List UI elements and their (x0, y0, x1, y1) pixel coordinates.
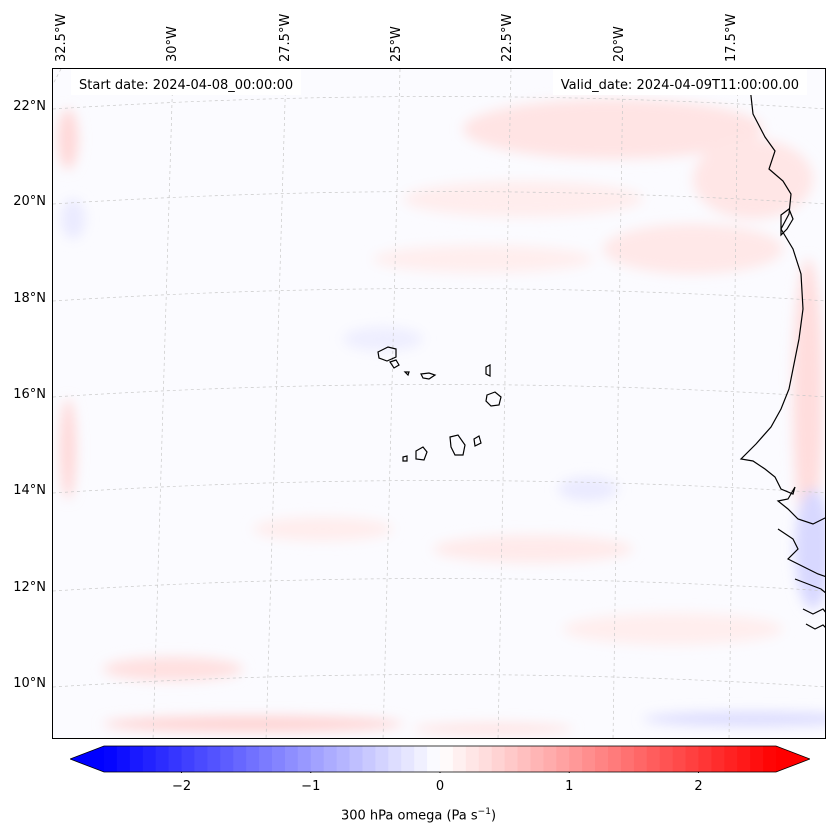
colorbar-gradient (68, 745, 812, 776)
colorbar-tick-label: 2 (694, 779, 703, 794)
colorbar-segment (659, 746, 674, 772)
coastline (377, 69, 825, 630)
colorbar-segment (440, 746, 454, 772)
colorbar-tick-label: −1 (301, 779, 321, 794)
lat-label: 22°N (13, 99, 46, 114)
colorbar-segment (246, 746, 260, 772)
colorbar-segment (530, 746, 544, 772)
colorbar-segment (465, 746, 480, 772)
colorbar-tick-label: −2 (171, 779, 192, 794)
colorbar-segment (310, 746, 325, 772)
colorbar-segment (116, 746, 131, 772)
colorbar-segment (142, 746, 157, 772)
colorbar-segment (362, 746, 376, 772)
colorbar-segment (672, 746, 687, 772)
colorbar-segment (388, 746, 402, 772)
colorbar-title: 300 hPa omega (Pa s−1) (340, 807, 497, 824)
colorbar-segment (556, 746, 570, 772)
colorbar-segment (155, 746, 170, 772)
colorbar-extend-min (70, 746, 104, 772)
lat-label: 16°N (13, 387, 46, 402)
colorbar-segment (207, 746, 221, 772)
colorbar (68, 745, 812, 776)
lat-label: 10°N (13, 676, 46, 691)
colorbar-segment (737, 746, 751, 772)
colorbar-segment (763, 746, 777, 772)
colorbar-segment (582, 746, 596, 772)
colorbar-segment (181, 746, 196, 772)
colorbar-segment (646, 746, 661, 772)
colorbar-segment (259, 746, 273, 772)
colorbar-segment (427, 746, 441, 772)
colorbar-segment (491, 746, 506, 772)
lon-label: 30°W (165, 26, 180, 62)
colorbar-segment (569, 746, 583, 772)
lon-label: 22.5°W (500, 13, 515, 62)
colorbar-segment (375, 746, 389, 772)
lat-label: 12°N (13, 580, 46, 595)
colorbar-segment (517, 746, 532, 772)
lat-label: 14°N (13, 483, 46, 498)
colorbar-segment (543, 746, 557, 772)
colorbar-segment (595, 746, 609, 772)
colorbar-tick-label: 1 (565, 779, 574, 794)
colorbar-segment (711, 746, 725, 772)
colorbar-segment (633, 746, 648, 772)
start-date-label: Start date: 2024-04-08_00:00:00 (71, 69, 302, 95)
lat-label: 18°N (13, 291, 46, 306)
colorbar-segment (750, 746, 764, 772)
colorbar-segment (452, 746, 467, 772)
colorbar-segment (104, 746, 118, 772)
colorbar-segment (504, 746, 519, 772)
lon-label: 17.5°W (724, 13, 739, 62)
colorbar-segment (336, 746, 351, 772)
lon-label: 20°W (612, 26, 627, 62)
colorbar-segment (220, 746, 234, 772)
colorbar-segment (414, 746, 428, 772)
colorbar-segment (233, 746, 247, 772)
map-canvas (53, 69, 825, 738)
colorbar-segment (129, 746, 144, 772)
valid-date-label: Valid_date: 2024-04-09T11:00:00.00 (552, 69, 807, 95)
map-panel: Start date: 2024-04-08_00:00:00 Valid_da… (52, 68, 826, 739)
graticule-lines (53, 69, 825, 738)
colorbar-segment (478, 746, 493, 772)
colorbar-segment (685, 746, 700, 772)
colorbar-segment (620, 746, 635, 772)
colorbar-segment (297, 746, 312, 772)
lon-label: 32.5°W (54, 13, 69, 62)
colorbar-segment (323, 746, 338, 772)
colorbar-segment (284, 746, 299, 772)
colorbar-segment (194, 746, 208, 772)
colorbar-segment (698, 746, 712, 772)
lon-label: 25°W (389, 26, 404, 62)
lat-label: 20°N (13, 194, 46, 209)
colorbar-segment (349, 746, 364, 772)
lon-label: 27.5°W (278, 13, 293, 62)
colorbar-segment (608, 746, 622, 772)
colorbar-segment (168, 746, 183, 772)
colorbar-tick-label: 0 (435, 779, 445, 794)
colorbar-extend-max (776, 746, 810, 772)
colorbar-segment (272, 746, 286, 772)
omega-shading (58, 99, 825, 735)
colorbar-segment (401, 746, 415, 772)
colorbar-segment (724, 746, 738, 772)
